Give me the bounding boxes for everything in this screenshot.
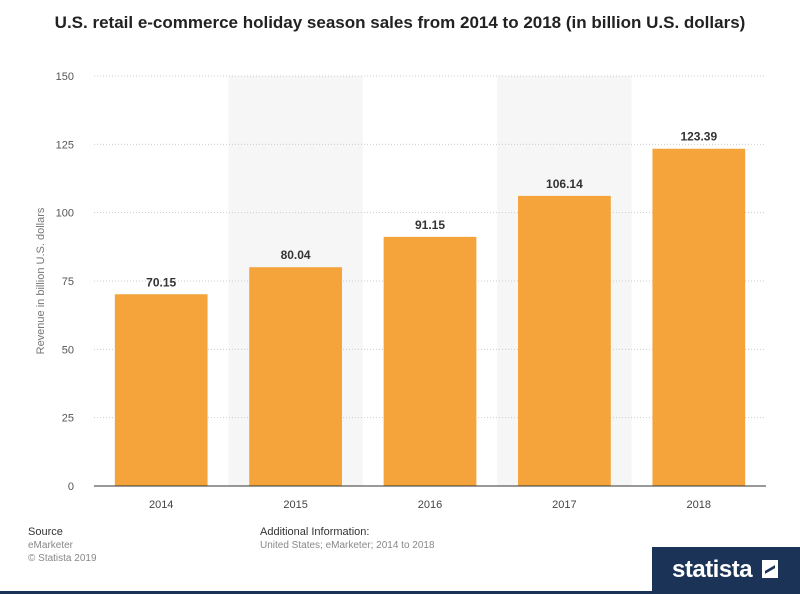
x-tick-label: 2018 [687, 499, 711, 511]
y-tick-label: 75 [62, 276, 74, 288]
value-label: 106.14 [546, 177, 583, 191]
copyright: © Statista 2019 [28, 553, 97, 564]
y-axis-label: Revenue in billion U.S. dollars [35, 207, 47, 354]
y-tick-label: 50 [62, 344, 74, 356]
additional-info-block: Additional Information: United States; e… [260, 526, 435, 552]
source-link[interactable]: eMarketer [28, 540, 74, 551]
source-block: Source eMarketer © Statista 2019 [28, 526, 97, 565]
bar[interactable] [114, 294, 208, 486]
additional-info-text: United States; eMarketer; 2014 to 2018 [260, 540, 435, 551]
y-axis-ticks: 0 25 50 75 100 125 150 [56, 71, 74, 493]
y-tick-label: 0 [68, 481, 74, 493]
x-tick-label: 2015 [283, 499, 307, 511]
value-label: 123.39 [680, 130, 717, 144]
statista-mark-icon [762, 560, 778, 578]
bar-chart: 0 25 50 75 100 125 150 70.15 80.04 91.15 106.14 12… [35, 71, 766, 511]
value-label: 70.15 [146, 275, 176, 289]
brand-name: statista [672, 556, 753, 583]
chart-title: U.S. retail e-commerce holiday season sa… [54, 13, 746, 32]
value-labels: 70.15 80.04 91.15 106.14 123.39 [146, 130, 717, 290]
bars [114, 148, 746, 486]
value-label: 80.04 [281, 248, 311, 262]
additional-info-heading: Additional Information: [260, 526, 370, 538]
y-tick-label: 100 [56, 208, 74, 220]
x-tick-label: 2016 [418, 499, 442, 511]
y-tick-label: 150 [56, 71, 74, 83]
bar[interactable] [518, 195, 611, 486]
bar[interactable] [383, 236, 477, 486]
statista-logo[interactable]: statista [652, 547, 800, 594]
bar[interactable] [652, 148, 746, 486]
x-tick-label: 2014 [149, 499, 173, 511]
source-heading: Source [28, 526, 63, 538]
bottom-rule [0, 591, 652, 594]
y-tick-label: 25 [62, 413, 74, 425]
value-label: 91.15 [415, 218, 445, 232]
x-axis-ticks: 2014 2015 2016 2017 2018 [149, 499, 711, 511]
y-tick-label: 125 [56, 139, 74, 151]
x-tick-label: 2017 [552, 499, 576, 511]
bar[interactable] [249, 267, 342, 486]
